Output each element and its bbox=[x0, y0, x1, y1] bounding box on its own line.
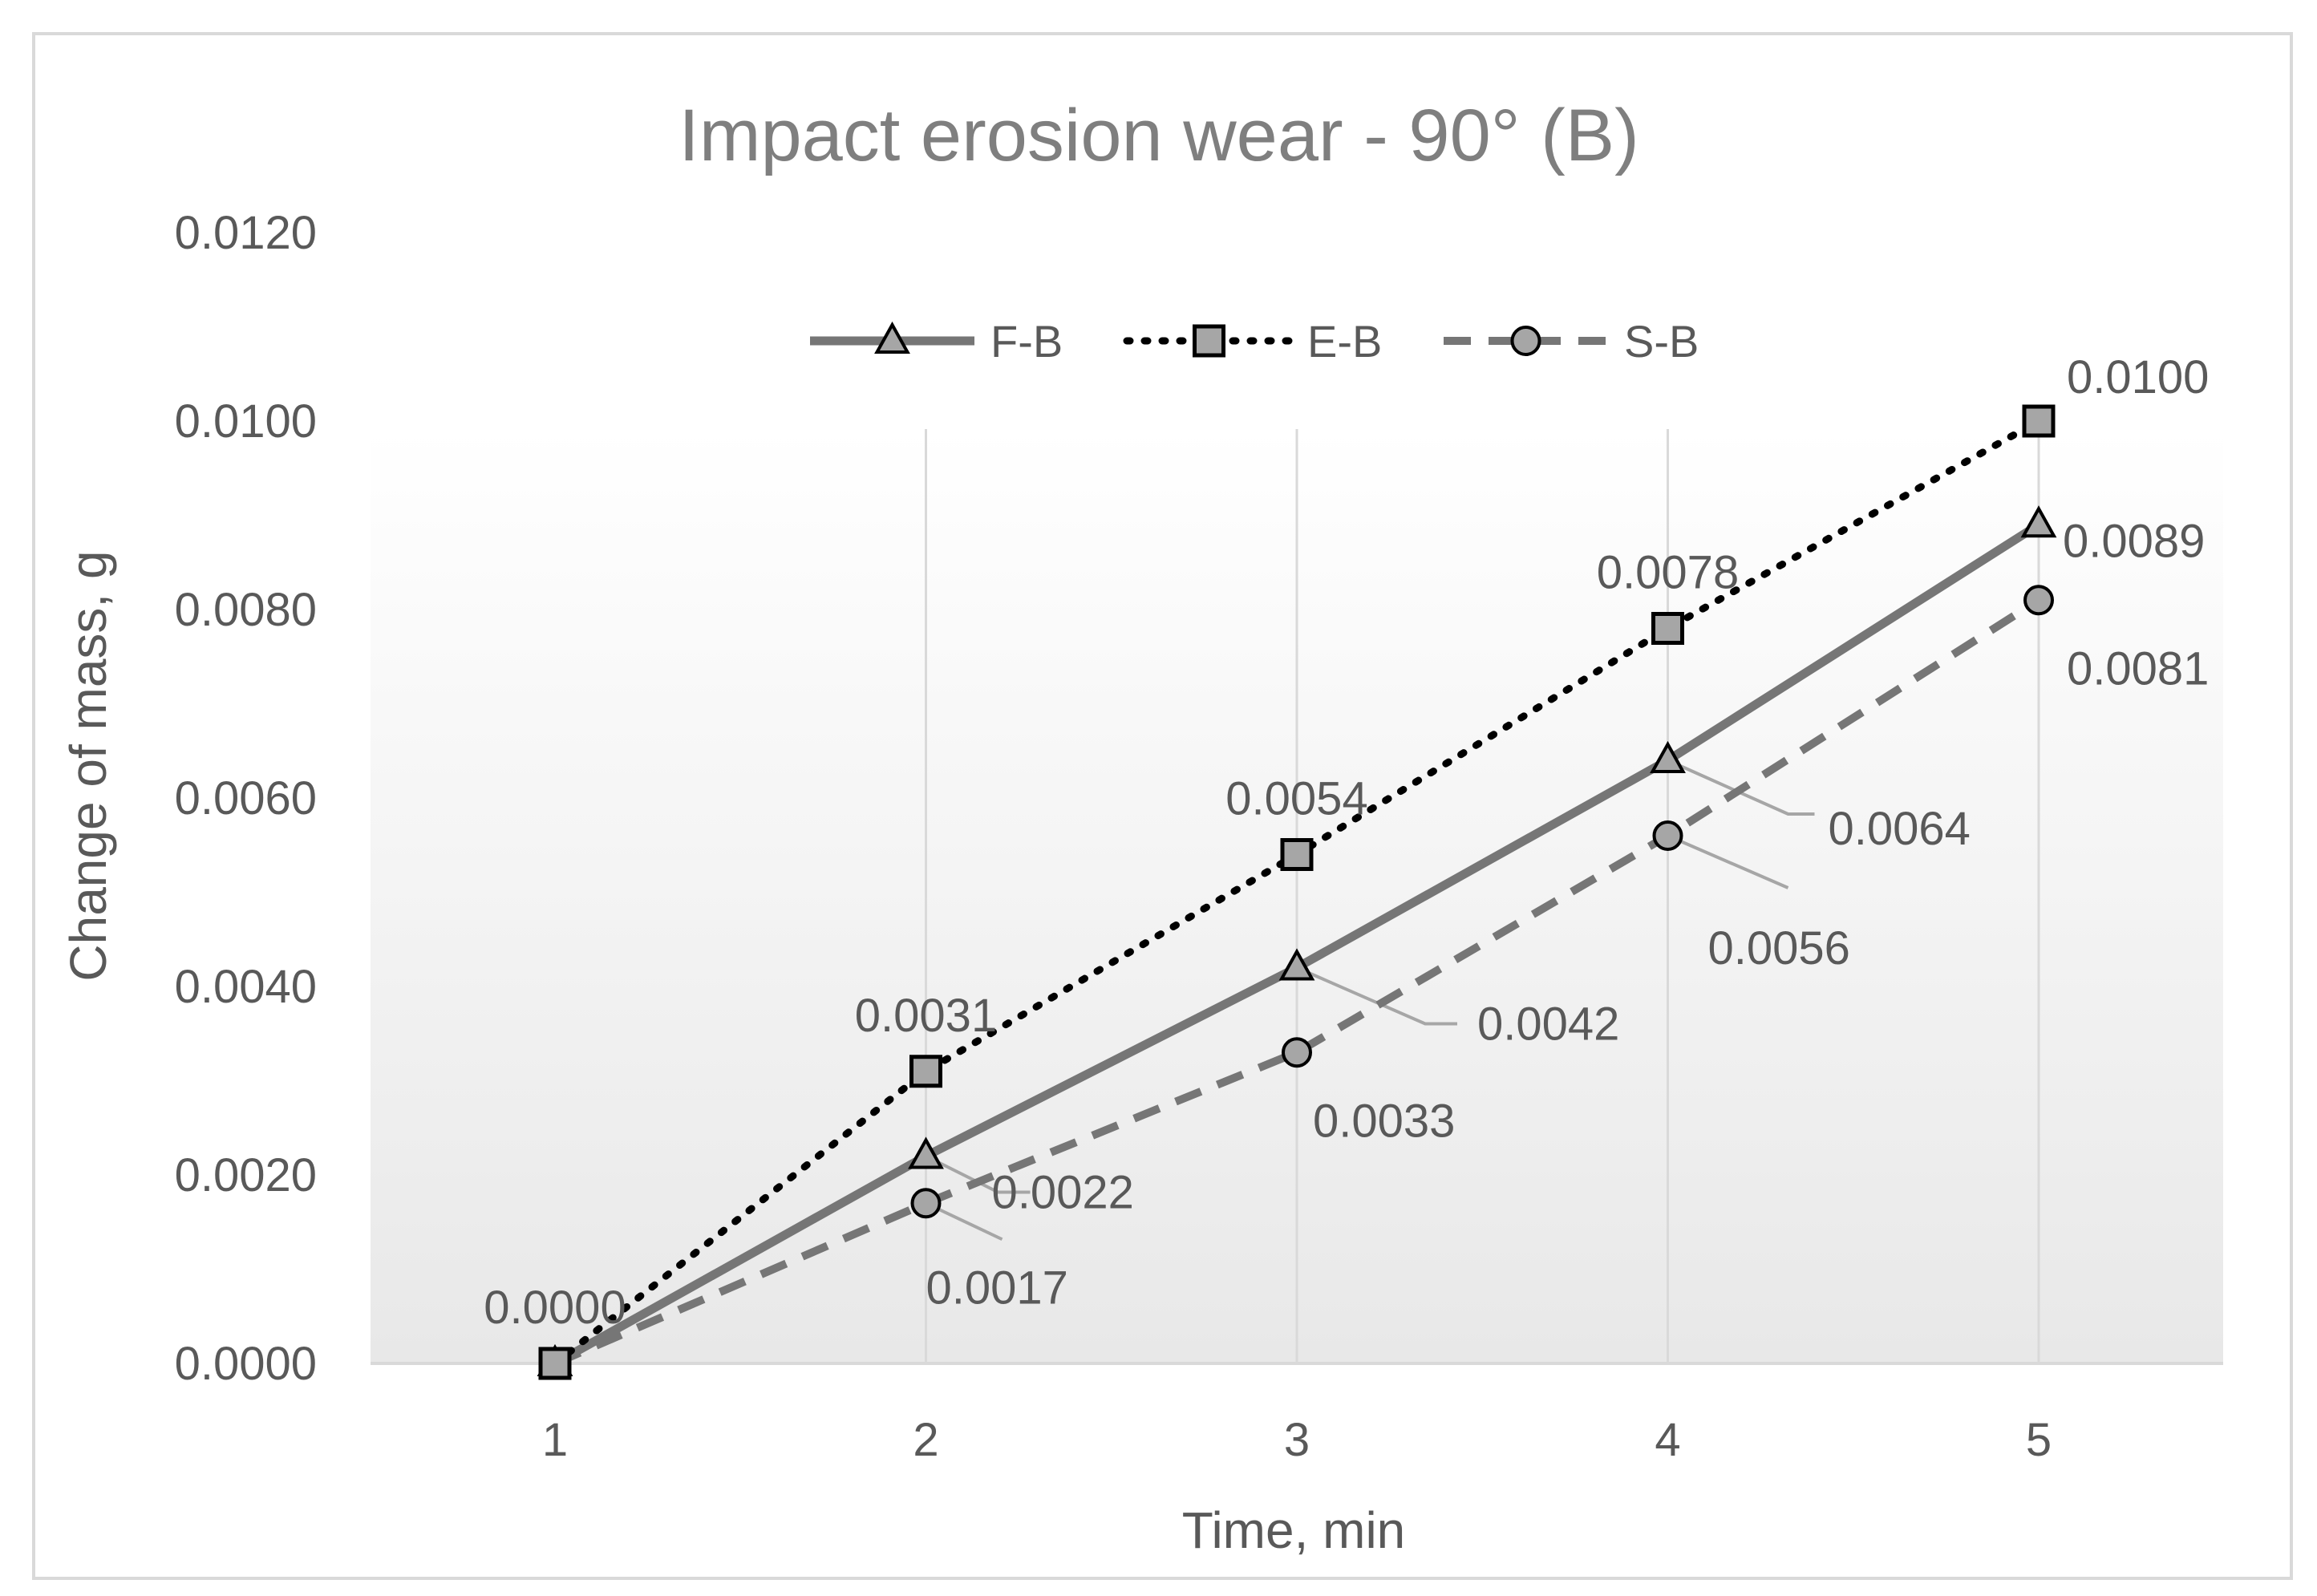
point-f-b bbox=[908, 1136, 944, 1169]
leader-line bbox=[925, 1154, 1031, 1194]
leader-line bbox=[1667, 759, 1815, 816]
point-s-b bbox=[1282, 1037, 1312, 1068]
data-label-e-b: 0.0078 bbox=[1597, 547, 1739, 599]
y-tick-label: 0.0080 bbox=[175, 584, 317, 636]
data-label-s-b: 0.0081 bbox=[2067, 642, 2209, 695]
data-label-s-b: 0.0017 bbox=[926, 1262, 1068, 1314]
x-tick-label: 5 bbox=[2026, 1414, 2052, 1466]
point-f-b bbox=[1650, 740, 1686, 773]
y-tick-label: 0.0100 bbox=[175, 395, 317, 448]
leader-line bbox=[1667, 834, 1789, 889]
legend-marker bbox=[1510, 326, 1541, 356]
y-tick-label: 0.0020 bbox=[175, 1149, 317, 1201]
legend-item-f-b: F-B bbox=[810, 316, 1063, 367]
legend-label: S-B bbox=[1624, 316, 1699, 367]
y-tick-label: 0.0000 bbox=[175, 1338, 317, 1390]
point-s-b bbox=[1652, 820, 1683, 851]
legend-label: F-B bbox=[990, 316, 1063, 367]
point-s-b bbox=[910, 1188, 942, 1219]
x-tick-label: 2 bbox=[913, 1414, 938, 1466]
legend-item-s-b: S-B bbox=[1444, 316, 1699, 367]
y-axis-title: Change of mass, g bbox=[59, 550, 117, 981]
legend-label: E-B bbox=[1307, 316, 1382, 367]
legend-item-e-b: E-B bbox=[1123, 316, 1382, 367]
legend-marker bbox=[1193, 324, 1225, 358]
point-s-b bbox=[2023, 585, 2054, 616]
chart-title: Impact erosion wear - 90° (B) bbox=[678, 95, 1639, 176]
data-label-f-b: 0.0042 bbox=[1477, 999, 1619, 1051]
data-label-f-b: 0.0022 bbox=[992, 1167, 1134, 1219]
leader-line bbox=[1296, 966, 1457, 1026]
y-tick-label: 0.0060 bbox=[175, 772, 317, 824]
point-e-b bbox=[909, 1055, 942, 1088]
point-f-b bbox=[2020, 505, 2057, 538]
legend-marker bbox=[874, 321, 910, 354]
data-label-e-b: 0.0031 bbox=[855, 990, 997, 1042]
data-label-s-b: 0.0033 bbox=[1313, 1095, 1455, 1147]
point-f-b bbox=[1278, 948, 1315, 981]
point-e-b bbox=[538, 1347, 572, 1380]
point-e-b bbox=[1280, 838, 1314, 871]
x-tick-label: 4 bbox=[1655, 1414, 1680, 1466]
x-tick-label: 1 bbox=[542, 1414, 568, 1466]
x-axis-title: Time, min bbox=[1182, 1501, 1406, 1559]
point-e-b bbox=[1651, 612, 1684, 645]
data-label-f-b: 0.0064 bbox=[1829, 803, 1971, 855]
data-label-e-b: 0.0100 bbox=[2067, 351, 2209, 403]
point-e-b bbox=[2022, 404, 2056, 438]
x-tick-label: 3 bbox=[1284, 1414, 1310, 1466]
y-tick-label: 0.0040 bbox=[175, 961, 317, 1013]
y-tick-label: 0.0120 bbox=[175, 207, 317, 259]
data-label-e-b: 0.0000 bbox=[484, 1282, 626, 1334]
data-label-e-b: 0.0054 bbox=[1225, 773, 1367, 825]
data-label-f-b: 0.0089 bbox=[2063, 515, 2205, 567]
data-label-s-b: 0.0056 bbox=[1708, 922, 1850, 974]
